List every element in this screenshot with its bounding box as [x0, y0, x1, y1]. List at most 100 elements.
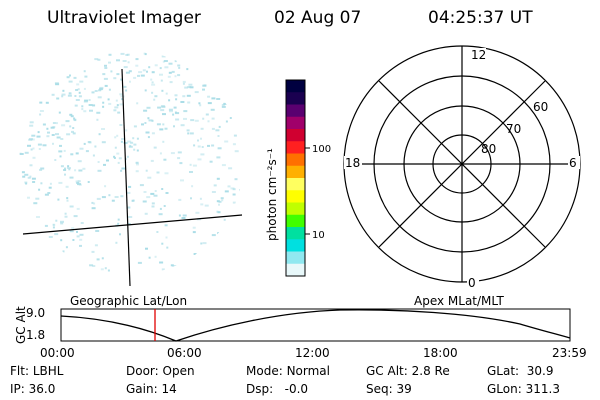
emission-speckle	[21, 171, 25, 174]
emission-speckle	[216, 177, 220, 180]
emission-speckle	[102, 73, 106, 76]
color-bar: 100 10 photon cm⁻²s⁻¹	[265, 79, 331, 277]
emission-speckle	[127, 140, 132, 143]
emission-speckle	[125, 89, 128, 92]
emission-speckle	[75, 89, 79, 91]
emission-speckle	[191, 185, 194, 188]
emission-speckle	[121, 167, 126, 170]
emission-speckle	[73, 215, 78, 218]
emission-speckle	[66, 167, 71, 169]
instrument-title: Ultraviolet Imager	[47, 8, 201, 28]
colorbar-segment	[286, 116, 305, 130]
emission-speckle	[113, 109, 117, 112]
emission-speckle	[138, 71, 143, 74]
emission-speckle	[83, 87, 86, 90]
emission-speckle	[165, 236, 168, 239]
emission-speckle	[74, 169, 77, 172]
emission-speckle	[88, 99, 91, 101]
emission-speckle	[129, 80, 131, 83]
emission-speckle	[127, 206, 131, 209]
emission-speckle	[165, 92, 168, 95]
emission-speckle	[174, 60, 177, 63]
dsp-label: Dsp:	[246, 382, 274, 396]
emission-speckle	[116, 104, 119, 107]
emission-speckle	[168, 108, 173, 111]
emission-speckle	[52, 226, 55, 229]
emission-speckle	[207, 95, 211, 98]
emission-speckle	[167, 75, 171, 78]
door-label: Door:	[126, 364, 159, 378]
emission-speckle	[192, 226, 196, 229]
emission-speckle	[63, 169, 67, 171]
emission-speckle	[52, 142, 54, 145]
emission-speckle	[97, 169, 102, 172]
emission-speckle	[177, 151, 182, 154]
emission-speckle	[170, 264, 174, 267]
emission-speckle	[126, 191, 131, 194]
emission-speckle	[52, 122, 56, 124]
emission-speckle	[78, 183, 82, 186]
emission-speckle	[116, 59, 120, 62]
emission-speckle	[180, 101, 185, 103]
emission-speckle	[144, 212, 148, 215]
emission-speckle	[198, 102, 201, 105]
emission-speckle	[132, 199, 135, 202]
emission-speckle	[94, 90, 98, 92]
emission-speckle	[146, 106, 151, 109]
colorbar-segment	[286, 227, 305, 240]
emission-speckle	[182, 214, 187, 217]
emission-speckle	[69, 230, 74, 233]
emission-speckle	[151, 205, 155, 208]
emission-speckle	[147, 117, 150, 120]
emission-speckle	[72, 132, 76, 135]
emission-speckle	[135, 58, 139, 61]
emission-speckle	[232, 193, 236, 196]
emission-speckle	[150, 192, 155, 195]
status-door: Door: Open	[126, 364, 195, 378]
emission-speckle	[225, 120, 228, 123]
emission-speckle	[58, 150, 63, 153]
altitude-xtick-1200: 12:00	[295, 346, 330, 360]
emission-speckle	[199, 104, 202, 107]
emission-speckle	[205, 113, 209, 116]
colorbar-segment	[286, 153, 305, 167]
emission-speckle	[187, 86, 192, 88]
emission-speckle	[91, 207, 96, 210]
emission-speckle	[71, 130, 74, 133]
emission-speckle	[125, 54, 129, 56]
emission-speckle	[162, 113, 166, 116]
emission-speckle	[101, 141, 106, 144]
emission-speckle	[65, 246, 68, 249]
emission-speckle	[45, 101, 49, 104]
emission-speckle	[37, 143, 42, 146]
flt-label: Flt:	[10, 364, 29, 378]
colorbar-segment	[286, 80, 305, 93]
status-gcalt: GC Alt: 2.8 Re	[366, 364, 450, 378]
emission-speckle	[145, 247, 148, 250]
emission-speckle	[123, 142, 128, 144]
emission-speckle	[22, 175, 26, 178]
emission-speckle	[175, 118, 180, 121]
emission-speckle	[79, 80, 84, 83]
emission-speckle	[220, 197, 224, 200]
emission-speckle	[221, 105, 226, 108]
emission-speckle	[24, 173, 29, 176]
emission-speckle	[92, 265, 96, 267]
emission-speckle	[213, 184, 217, 187]
emission-speckle	[88, 104, 93, 106]
emission-speckle	[133, 148, 136, 151]
emission-speckle	[94, 244, 98, 247]
emission-speckle	[101, 196, 106, 199]
emission-speckle	[104, 67, 108, 69]
emission-speckle	[61, 93, 66, 96]
emission-speckle	[89, 264, 94, 267]
emission-speckle	[19, 153, 24, 155]
emission-speckle	[32, 181, 36, 183]
emission-speckle	[29, 124, 34, 127]
emission-speckle	[46, 135, 50, 138]
emission-speckle	[102, 105, 105, 108]
emission-speckle	[47, 192, 51, 194]
emission-speckle	[104, 267, 107, 270]
emission-speckle	[96, 118, 99, 121]
emission-speckle	[75, 180, 79, 183]
